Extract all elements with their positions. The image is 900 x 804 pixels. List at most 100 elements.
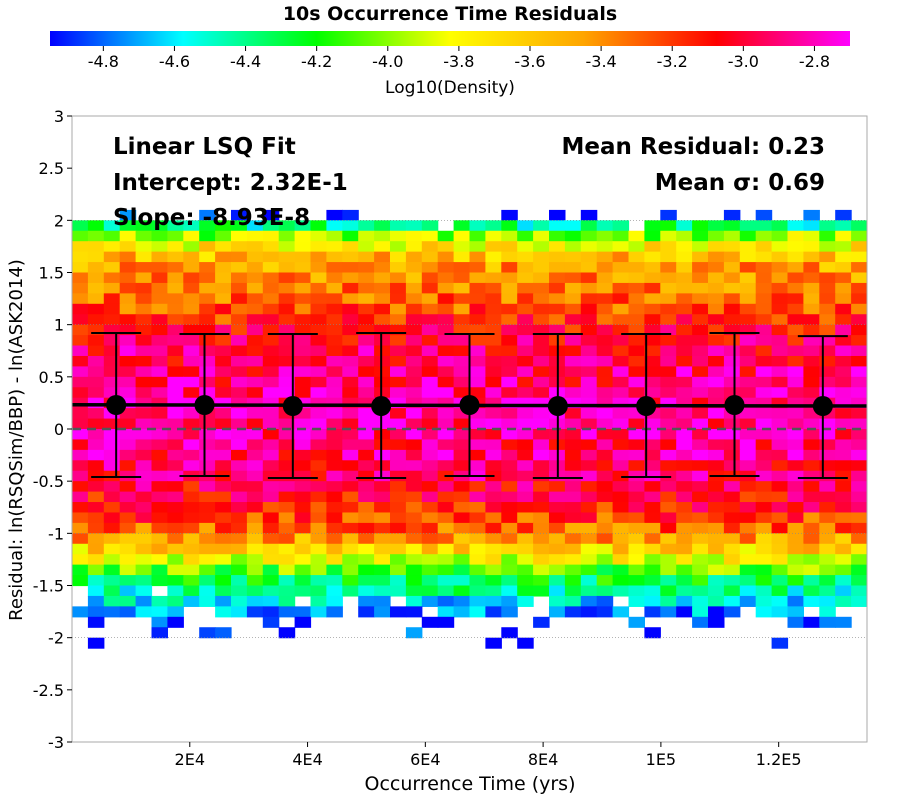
heatmap-cell [119,303,137,315]
heatmap-cell [628,251,645,263]
heatmap-cell [819,595,836,607]
heatmap-cell [517,585,534,597]
heatmap-cell [517,533,534,545]
heatmap-cell [755,241,773,253]
heatmap-cell [167,262,184,274]
heatmap-cell [119,522,137,534]
heatmap-cell [851,512,867,524]
heatmap-cell [151,335,168,347]
heatmap-cell [660,554,677,566]
chart-title: 10s Occurrence Time Residuals [283,3,617,25]
heatmap-cell [787,355,804,367]
heatmap-cell [612,543,630,555]
heatmap-cell [692,262,709,274]
heatmap-cell [262,282,280,294]
heatmap-cell [405,262,423,274]
heatmap-cell [310,595,327,607]
heatmap-cell [835,387,852,399]
heatmap-cell [421,366,439,378]
heatmap-cell [628,387,645,399]
heatmap-cell [421,512,439,524]
heatmap-cell [644,533,661,545]
heatmap-cell [660,449,677,461]
heatmap-cell [310,554,327,566]
heatmap-cell [596,595,614,607]
heatmap-cell [819,554,836,566]
heatmap-cell [72,481,89,493]
heatmap-cell [533,616,550,628]
heatmap-cell [358,470,375,482]
heatmap-cell [596,282,614,294]
heatmap-cell [851,397,867,409]
heatmap-cell [708,533,725,545]
heatmap-cell [135,543,153,555]
heatmap-cell [87,502,105,514]
heatmap-cell [310,502,327,514]
heatmap-cell [151,606,168,618]
heatmap-cell [199,564,216,576]
heatmap-cell [660,241,677,253]
heatmap-cell [421,439,439,451]
heatmap-cell [644,627,661,639]
heatmap-cell [103,376,121,388]
heatmap-cell [87,241,105,253]
heatmap-cell [119,449,137,461]
heatmap-cell [501,397,518,409]
heatmap-cell [803,251,820,263]
heatmap-cell [72,418,89,430]
heatmap-cell [215,220,232,232]
heatmap-cell [119,251,137,263]
heatmap-cell [215,627,232,639]
heatmap-cell [390,439,407,451]
y-tick-label: 0.5 [39,368,64,387]
heatmap-cell [390,606,407,618]
heatmap-cell [405,429,423,441]
heatmap-cell [596,262,614,274]
heatmap-cell [151,387,168,399]
heatmap-cell [676,418,693,430]
heatmap-cell [676,324,693,336]
heatmap-cell [246,387,264,399]
heatmap-cell [533,522,550,534]
heatmap-cell [183,282,200,294]
heatmap-cell [215,282,232,294]
heatmap-cell [517,481,534,493]
heatmap-cell [358,282,375,294]
heatmap-cell [167,387,184,399]
heatmap-cell [771,230,789,242]
heatmap-cell [421,595,439,607]
heatmap-cell [453,251,471,263]
heatmap-cell [485,251,502,263]
heatmap-cell [390,293,407,305]
heatmap-cell [310,481,327,493]
heatmap-cell [819,418,836,430]
heatmap-cell [167,251,184,263]
heatmap-cell [771,470,789,482]
heatmap-cell [708,282,725,294]
heatmap-cell [294,282,312,294]
heatmap-cell [787,272,804,284]
heatmap-cell [787,335,804,347]
heatmap-cell [103,241,121,253]
heatmap-cell [469,418,486,430]
heatmap-cell [119,575,137,587]
heatmap-cell [533,220,550,232]
heatmap-cell [437,595,455,607]
heatmap-cell [453,376,471,388]
heatmap-cell [72,355,89,367]
heatmap-cell [437,449,455,461]
heatmap-cell [437,376,455,388]
heatmap-cell [72,230,89,242]
heatmap-cell [326,429,343,441]
heatmap-cell [660,303,677,315]
heatmap-cell [437,543,455,555]
heatmap-cell [437,262,455,274]
heatmap-cell [485,355,502,367]
heatmap-cell [549,585,566,597]
heatmap-cell [517,345,534,357]
heatmap-cell [803,366,820,378]
heatmap-cell [342,241,359,253]
heatmap-cell [167,293,184,305]
heatmap-cell [771,533,789,545]
heatmap-cell [246,366,264,378]
